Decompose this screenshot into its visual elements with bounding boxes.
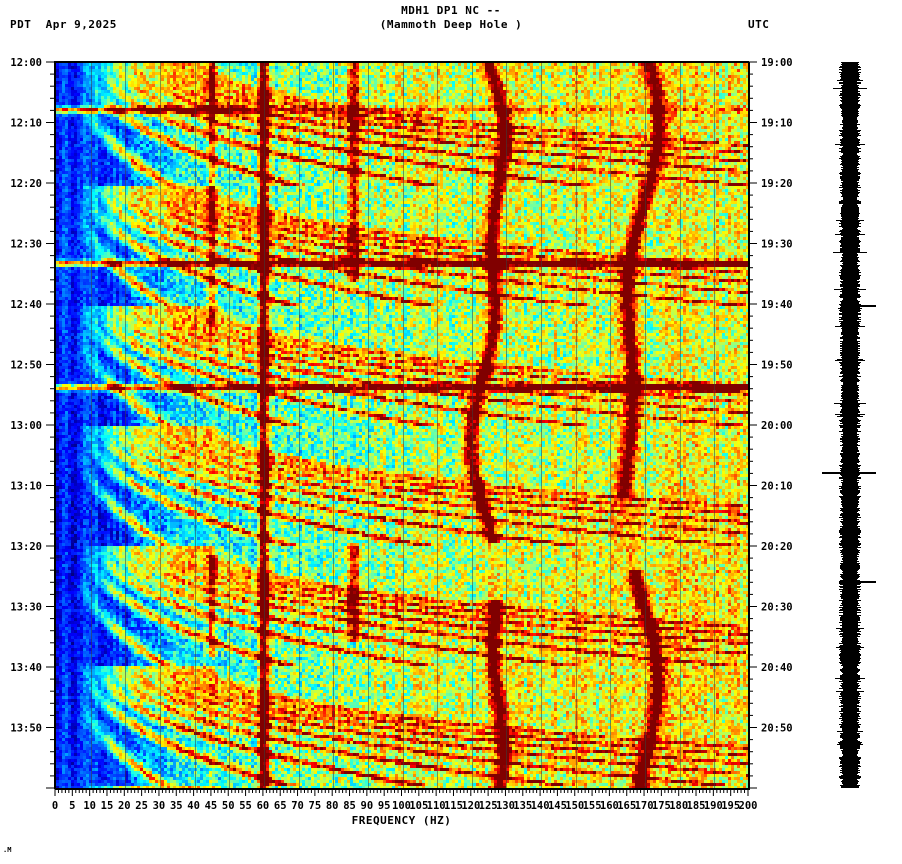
svg-text:12:10: 12:10	[10, 118, 42, 130]
svg-text:25: 25	[135, 800, 148, 812]
svg-text:190: 190	[704, 800, 723, 812]
svg-text:145: 145	[548, 800, 567, 812]
svg-text:12:00: 12:00	[10, 57, 42, 69]
svg-text:90: 90	[361, 800, 374, 812]
svg-text:75: 75	[309, 800, 322, 812]
seismogram-trace-canvas	[818, 62, 902, 788]
svg-text:19:00: 19:00	[761, 57, 793, 69]
svg-text:20:40: 20:40	[761, 662, 793, 674]
svg-text:5: 5	[69, 800, 75, 812]
svg-text:195: 195	[721, 800, 740, 812]
svg-text:13:30: 13:30	[10, 602, 42, 614]
header-station-code: MDH1 DP1 NC --	[401, 4, 501, 17]
svg-text:60: 60	[257, 800, 270, 812]
svg-text:35: 35	[170, 800, 183, 812]
svg-text:FREQUENCY (HZ): FREQUENCY (HZ)	[352, 814, 452, 827]
svg-text:175: 175	[652, 800, 671, 812]
svg-text:30: 30	[153, 800, 166, 812]
svg-text:20:30: 20:30	[761, 602, 793, 614]
svg-text:50: 50	[222, 800, 235, 812]
svg-text:200: 200	[739, 800, 758, 812]
svg-text:115: 115	[444, 800, 463, 812]
svg-text:13:40: 13:40	[10, 662, 42, 674]
svg-text:155: 155	[583, 800, 602, 812]
svg-text:120: 120	[461, 800, 480, 812]
svg-text:100: 100	[392, 800, 411, 812]
svg-text:95: 95	[378, 800, 391, 812]
svg-text:40: 40	[187, 800, 200, 812]
svg-text:20:50: 20:50	[761, 723, 793, 735]
header-date: Apr 9,2025	[45, 18, 117, 31]
spectrogram-plot[interactable]	[55, 62, 750, 790]
svg-text:80: 80	[326, 800, 339, 812]
seismogram-trace-panel	[818, 62, 902, 788]
svg-text:70: 70	[291, 800, 304, 812]
svg-text:150: 150	[565, 800, 584, 812]
svg-text:125: 125	[479, 800, 498, 812]
svg-text:10: 10	[83, 800, 96, 812]
spectrogram-canvas	[56, 63, 749, 789]
svg-text:0: 0	[52, 800, 58, 812]
svg-text:20: 20	[118, 800, 131, 812]
svg-text:12:30: 12:30	[10, 239, 42, 251]
svg-text:110: 110	[427, 800, 446, 812]
svg-text:140: 140	[531, 800, 550, 812]
svg-text:19:40: 19:40	[761, 299, 793, 311]
svg-text:160: 160	[600, 800, 619, 812]
svg-text:165: 165	[617, 800, 636, 812]
svg-text:20:00: 20:00	[761, 420, 793, 432]
svg-text:19:10: 19:10	[761, 118, 793, 130]
svg-text:12:50: 12:50	[10, 360, 42, 372]
svg-text:19:30: 19:30	[761, 239, 793, 251]
svg-text:12:40: 12:40	[10, 299, 42, 311]
svg-text:13:20: 13:20	[10, 541, 42, 553]
svg-text:20:10: 20:10	[761, 481, 793, 493]
header-station-name: (Mammoth Deep Hole )	[379, 18, 523, 31]
svg-text:15: 15	[101, 800, 114, 812]
svg-text:13:00: 13:00	[10, 420, 42, 432]
header-timezone-pdt: PDT	[10, 18, 32, 31]
svg-text:13:50: 13:50	[10, 723, 42, 735]
svg-text:20:20: 20:20	[761, 541, 793, 553]
corner-mark-label: .M	[3, 846, 12, 854]
svg-text:12:20: 12:20	[10, 178, 42, 190]
svg-text:185: 185	[687, 800, 706, 812]
svg-text:19:20: 19:20	[761, 178, 793, 190]
svg-text:130: 130	[496, 800, 515, 812]
svg-text:135: 135	[513, 800, 532, 812]
svg-text:85: 85	[343, 800, 356, 812]
svg-text:105: 105	[409, 800, 428, 812]
svg-text:13:10: 13:10	[10, 481, 42, 493]
svg-text:19:50: 19:50	[761, 360, 793, 372]
svg-text:180: 180	[669, 800, 688, 812]
svg-text:45: 45	[205, 800, 218, 812]
svg-text:55: 55	[239, 800, 252, 812]
svg-text:65: 65	[274, 800, 287, 812]
header-timezone-utc: UTC	[748, 18, 770, 31]
svg-text:170: 170	[635, 800, 654, 812]
header-left-timezone-date: PDT Apr 9,2025	[10, 18, 117, 31]
